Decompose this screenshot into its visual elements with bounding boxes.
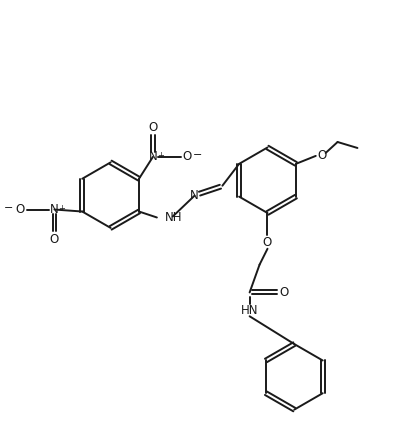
Text: O: O	[317, 149, 326, 162]
Text: +: +	[58, 204, 65, 213]
Text: O: O	[15, 203, 24, 216]
Text: O: O	[148, 121, 158, 134]
Text: +: +	[157, 152, 164, 160]
Text: O: O	[50, 233, 59, 246]
Text: HN: HN	[241, 304, 258, 317]
Text: O: O	[263, 236, 272, 249]
Text: −: −	[193, 150, 202, 160]
Text: N: N	[190, 189, 199, 202]
Text: NH: NH	[165, 211, 182, 224]
Text: −: −	[4, 202, 13, 213]
Text: O: O	[280, 286, 289, 299]
Text: N: N	[149, 150, 157, 163]
Text: O: O	[182, 150, 191, 163]
Text: N: N	[50, 203, 59, 216]
